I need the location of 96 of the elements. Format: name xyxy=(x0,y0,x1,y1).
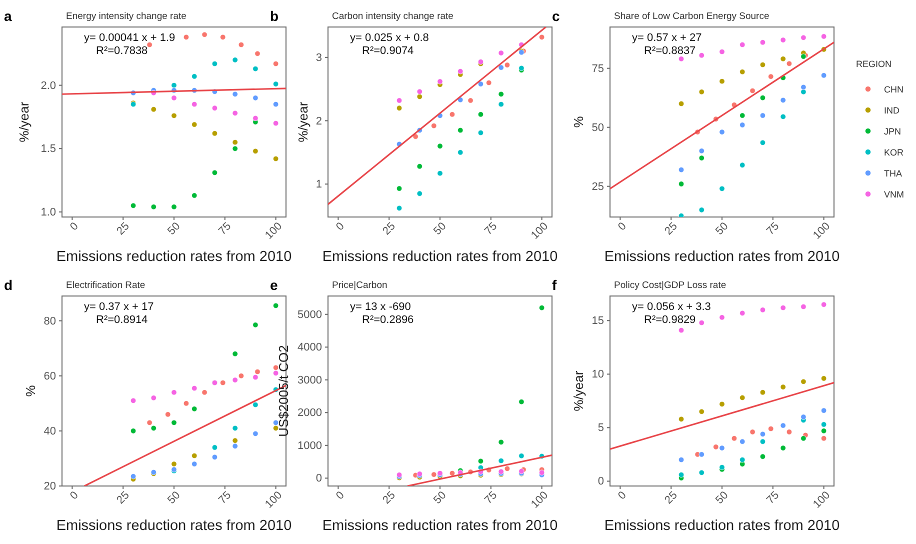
y-tick-label: 2.0 xyxy=(40,80,56,92)
x-tick-label: 75 xyxy=(482,489,500,506)
text: d xyxy=(4,277,13,293)
chart-title: Price|Carbon xyxy=(332,280,388,291)
annotation: R²=0.9074 xyxy=(362,45,414,57)
y-axis-title: %/year xyxy=(16,101,32,142)
x-tick-label: 25 xyxy=(380,489,398,506)
x-tick-label: 100 xyxy=(263,220,285,242)
legend-title: REGION xyxy=(856,59,892,69)
x-tick-label: 0 xyxy=(616,220,629,234)
legend-label: IND xyxy=(884,106,900,116)
y-tick-label: 0 xyxy=(598,476,604,488)
y-tick-label: 1.0 xyxy=(40,206,56,218)
x-tick-label: 50 xyxy=(432,220,449,238)
x-axis-title: Emissions reduction rates from 2010 xyxy=(56,249,292,265)
annotation: R²=0.7838 xyxy=(96,45,148,57)
x-tick-label: 75 xyxy=(216,489,234,506)
x-tick-label: 50 xyxy=(714,489,731,506)
x-tick-label: 50 xyxy=(166,489,183,506)
annotation: y= 0.056 x + 3.3 xyxy=(632,301,711,313)
x-tick-label: 25 xyxy=(114,489,132,506)
x-tick-label: 100 xyxy=(263,489,285,511)
x-tick-label: 0 xyxy=(68,220,81,234)
x-tick-label: 100 xyxy=(529,220,551,242)
x-tick-label: 0 xyxy=(616,489,629,502)
x-tick-label: 75 xyxy=(764,489,782,506)
y-tick-label: 40 xyxy=(44,425,56,438)
annotation: R²=0.8914 xyxy=(96,314,148,326)
y-tick-label: 3 xyxy=(316,52,322,64)
y-tick-label: 60 xyxy=(44,370,56,382)
text: e xyxy=(270,277,278,293)
y-tick-label: 20 xyxy=(44,480,56,493)
y-tick-label: 2000 xyxy=(298,407,322,420)
x-axis-title: Emissions reduction rates from 2010 xyxy=(56,518,292,534)
y-tick-label: 25 xyxy=(592,180,604,193)
x-tick-label: 50 xyxy=(166,220,183,238)
chart-title: Share of Low Carbon Energy Source xyxy=(614,11,770,22)
x-tick-label: 0 xyxy=(334,220,347,234)
y-tick-label: 4000 xyxy=(298,342,322,354)
x-tick-label: 100 xyxy=(811,489,833,511)
x-tick-label: 50 xyxy=(714,220,731,238)
annotation: R²=0.9829 xyxy=(644,314,696,326)
x-tick-label: 75 xyxy=(764,220,782,238)
annotation: R²=0.2896 xyxy=(362,314,414,326)
legend-label: THA xyxy=(884,168,902,178)
x-axis-title: Emissions reduction rates from 2010 xyxy=(322,249,558,265)
y-tick-label: 1000 xyxy=(298,440,322,452)
y-tick-label: 1.5 xyxy=(40,143,56,156)
annotation: y= 13 x -690 xyxy=(350,301,411,313)
x-tick-label: 75 xyxy=(482,220,500,238)
annotation: y= 0.00041 x + 1.9 xyxy=(84,32,176,44)
x-tick-label: 25 xyxy=(662,489,680,506)
legend-label: JPN xyxy=(884,126,902,136)
text: b xyxy=(270,8,279,24)
x-axis-title: Emissions reduction rates from 2010 xyxy=(604,249,840,265)
y-axis-title: %/year xyxy=(571,370,586,412)
x-tick-label: 25 xyxy=(662,220,680,238)
x-tick-label: 50 xyxy=(432,489,449,506)
annotation: y= 0.37 x + 17 xyxy=(84,301,154,313)
y-tick-label: 10 xyxy=(592,368,604,381)
y-axis-title: US$2005/t CO2 xyxy=(276,345,291,437)
x-axis-title: Emissions reduction rates from 2010 xyxy=(604,518,840,534)
x-tick-label: 75 xyxy=(216,220,234,238)
chart-title: Carbon intensity change rate xyxy=(332,11,454,22)
chart-title: Policy Cost|GDP Loss rate xyxy=(614,280,726,291)
x-tick-label: 25 xyxy=(114,220,132,238)
y-tick-label: 2 xyxy=(316,115,322,128)
y-axis-title: % xyxy=(571,116,586,128)
annotation: y= 0.025 x + 0.8 xyxy=(350,32,429,44)
y-tick-label: 5000 xyxy=(298,308,322,321)
y-tick-label: 1 xyxy=(316,178,322,191)
y-tick-label: 5 xyxy=(598,422,604,434)
y-axis-title: % xyxy=(23,384,38,397)
chart-title: Electrification Rate xyxy=(66,280,146,291)
legend-label: KOR xyxy=(884,148,904,158)
text: a xyxy=(4,8,12,24)
y-tick-label: 50 xyxy=(592,122,604,134)
y-tick-label: 3000 xyxy=(298,374,322,386)
legend-label: VNM xyxy=(884,190,904,200)
x-tick-label: 0 xyxy=(334,489,347,502)
y-tick-label: 75 xyxy=(592,62,604,75)
y-tick-label: 0 xyxy=(316,472,322,485)
text: f xyxy=(552,277,557,293)
y-tick-label: 80 xyxy=(44,315,56,328)
x-tick-label: 25 xyxy=(380,220,398,238)
x-tick-label: 100 xyxy=(811,220,833,242)
annotation: R²=0.8837 xyxy=(644,45,696,57)
text: c xyxy=(552,8,560,24)
legend-label: CHN xyxy=(884,84,904,94)
x-tick-label: 0 xyxy=(68,489,81,502)
chart-title: Energy intensity change rate xyxy=(66,11,186,22)
annotation: y= 0.57 x + 27 xyxy=(632,32,702,44)
x-tick-label: 100 xyxy=(529,489,551,511)
x-axis-title: Emissions reduction rates from 2010 xyxy=(322,518,558,534)
y-axis-title: %/year xyxy=(296,101,310,142)
y-tick-label: 15 xyxy=(592,315,604,328)
